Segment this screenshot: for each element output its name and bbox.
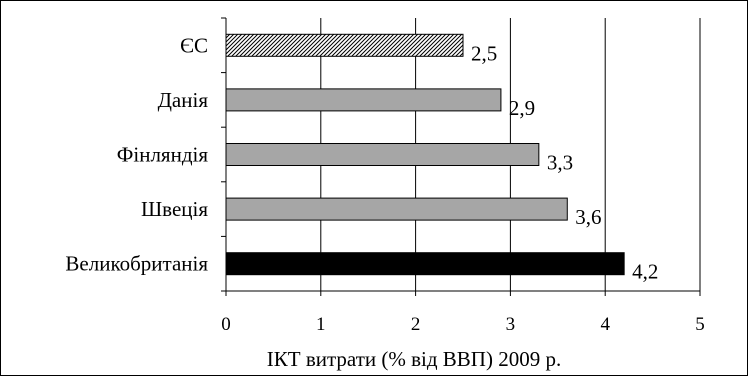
bar-1 [225,88,502,112]
category-label-0: ЄС [180,33,208,57]
x-tick-label-3: 3 [506,314,516,335]
bars [225,33,625,276]
x-tick-label-0: 0 [221,314,231,335]
bar-3 [225,197,568,221]
bar-2 [225,143,540,166]
category-label-3: Швеція [141,197,208,221]
x-axis-label: ІКТ витрати (% від ВВП) 2009 р. [267,347,561,371]
value-label-2: 3,3 [547,151,573,175]
category-label-1: Данія [158,88,209,112]
x-tick-label-2: 2 [411,314,421,335]
x-tick-label-4: 4 [600,314,610,335]
value-label-1: 2,9 [509,96,535,120]
bar-0 [225,33,464,57]
value-label-4: 4,2 [632,260,658,284]
category-label-4: Великобританія [65,252,208,276]
bar-4 [225,252,625,276]
value-labels: 2,5 2,9 3,3 3,6 4,2 [471,41,658,283]
category-labels: ЄС Данія Фінляндія Швеція Великобританія [65,33,208,275]
category-label-2: Фінляндія [117,143,209,167]
x-tick-label-5: 5 [695,314,705,335]
value-label-3: 3,6 [575,205,601,229]
x-tick-label-1: 1 [316,314,326,335]
x-tick-labels: 0 1 2 3 4 5 [221,314,705,335]
value-label-0: 2,5 [471,41,497,65]
